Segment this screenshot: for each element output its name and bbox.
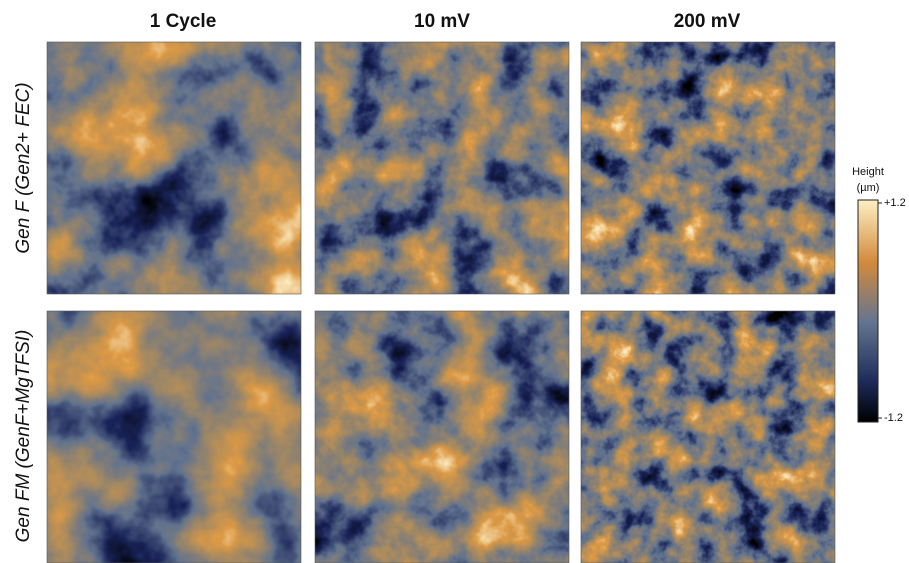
column-title: 200 mV bbox=[674, 11, 741, 32]
afm-image bbox=[47, 42, 301, 294]
row-label: Gen FM (GenF+MgTFSI) bbox=[13, 330, 34, 543]
column-title: 1 Cycle bbox=[150, 11, 217, 32]
colorbar-tick-label: +1.2 bbox=[884, 197, 906, 209]
afm-images bbox=[47, 42, 835, 563]
colorbar-title: Height bbox=[852, 166, 884, 178]
column-title: 10 mV bbox=[414, 11, 470, 32]
afm-image bbox=[581, 311, 835, 563]
afm-image bbox=[47, 311, 301, 563]
colorbar-tick-label: -1.2 bbox=[884, 412, 903, 424]
afm-image bbox=[315, 42, 569, 294]
afm-image bbox=[315, 311, 569, 563]
colorbar-unit: (µm) bbox=[857, 182, 880, 194]
afm-image bbox=[581, 42, 835, 294]
colorbar bbox=[858, 200, 878, 422]
figure: 1 Cycle 10 mV 200 mV Gen F (Gen2+ FEC) G… bbox=[0, 0, 909, 563]
row-label: Gen F (Gen2+ FEC) bbox=[13, 82, 34, 253]
